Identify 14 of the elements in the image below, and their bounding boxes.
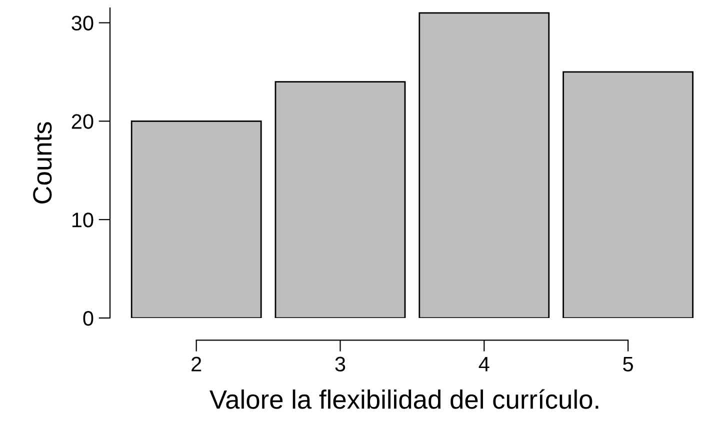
x-tick-label: 5 (623, 356, 633, 372)
y-tick-label: 30 (72, 16, 94, 31)
bar (418, 12, 550, 318)
x-tick-label: 3 (335, 356, 346, 372)
bar (274, 81, 406, 318)
y-tick-label: 20 (72, 114, 94, 129)
x-tick-label: 4 (478, 356, 490, 372)
y-axis-title: Counts (33, 122, 52, 204)
bar (562, 71, 694, 318)
bar (130, 120, 262, 318)
y-tick-label: 10 (72, 212, 94, 228)
x-axis-title: Valore la flexibilidad del currículo. (210, 389, 598, 409)
x-tick-label: 2 (192, 356, 202, 372)
y-tick-label: 0 (83, 311, 94, 326)
